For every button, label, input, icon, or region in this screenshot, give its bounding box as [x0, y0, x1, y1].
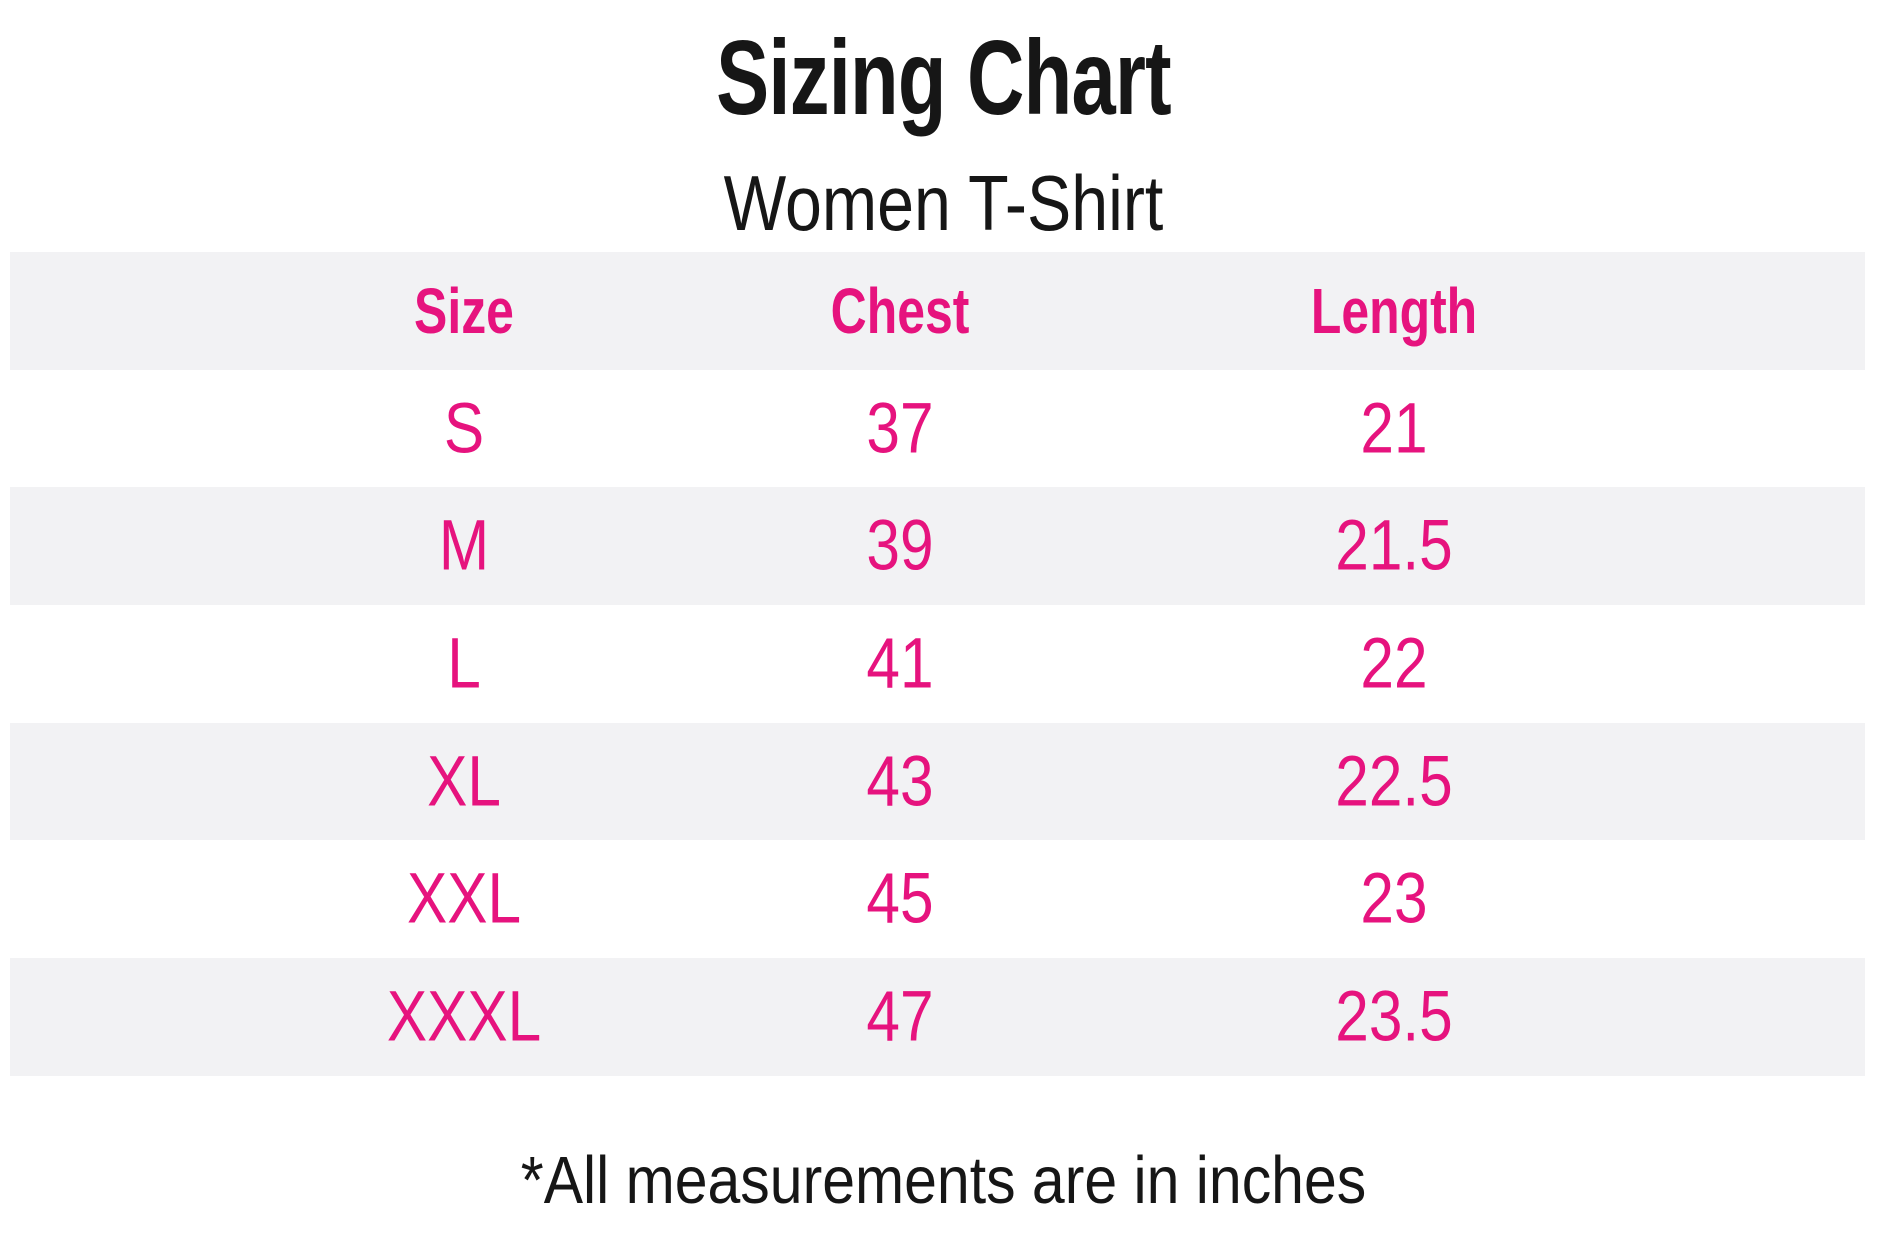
table-body: S 37 21 M 39 21.5 L 41 22 XL 43 22.5 XXL 45 23 XXXL 47 23…	[10, 369, 1865, 1076]
page-subtitle: Women T-Shirt	[723, 159, 1164, 247]
table-row: XXL 45 23	[10, 840, 1865, 959]
length-cell: 21.5	[1335, 506, 1453, 586]
table-row: S 37 21	[10, 369, 1865, 488]
chest-cell: 45	[866, 859, 934, 939]
table-row: L 41 22	[10, 605, 1865, 723]
page-title: Sizing Chart	[716, 19, 1172, 137]
table-row: XL 43 22.5	[10, 722, 1865, 841]
chest-cell: 43	[866, 742, 934, 822]
length-cell: 22.5	[1335, 742, 1453, 822]
size-cell: L	[447, 624, 482, 704]
chest-cell: 47	[866, 977, 934, 1057]
chest-cell: 37	[866, 389, 934, 469]
measurements-footnote: *All measurements are in inches	[520, 1143, 1367, 1218]
column-header-length: Length	[1310, 274, 1478, 347]
size-cell: M	[439, 506, 490, 586]
chest-cell: 41	[866, 624, 934, 704]
size-cell: S	[444, 389, 485, 469]
table-row: XXXL 47 23.5	[10, 958, 1865, 1076]
sizing-table: Size Chest Length S 37 21 M 39 21.5 L 41 22 XL 43 2…	[10, 252, 1865, 1076]
length-cell: 23.5	[1335, 977, 1453, 1057]
size-cell: XXL	[407, 859, 522, 939]
column-header-chest: Chest	[831, 274, 970, 347]
size-cell: XL	[427, 742, 502, 822]
table-row: M 39 21.5	[10, 487, 1865, 606]
column-header-size: Size	[414, 274, 515, 347]
chest-cell: 39	[866, 506, 934, 586]
length-cell: 21	[1360, 389, 1428, 469]
length-cell: 22	[1360, 624, 1428, 704]
table-header-row: Size Chest Length	[10, 252, 1865, 370]
size-cell: XXXL	[387, 977, 542, 1057]
length-cell: 23	[1360, 859, 1428, 939]
